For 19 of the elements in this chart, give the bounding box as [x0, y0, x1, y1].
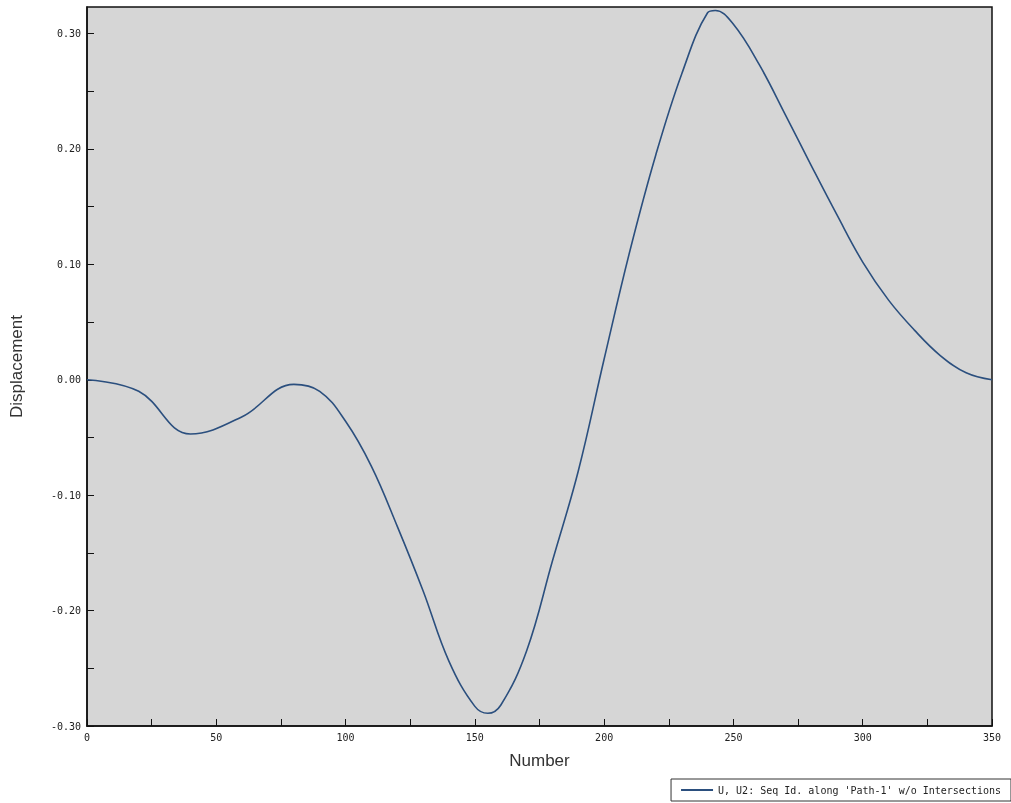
y-tick-label: -0.30 — [50, 720, 81, 732]
x-axis-title: Number — [509, 751, 571, 770]
y-tick-label: 0.10 — [56, 258, 81, 270]
x-tick-label: 350 — [982, 731, 1002, 743]
y-tick-label: -0.10 — [50, 489, 81, 501]
y-axis-title: Displacement — [7, 314, 26, 418]
x-tick-label: 250 — [724, 731, 743, 743]
y-tick-label: 0.20 — [56, 143, 81, 155]
line-series — [86, 9, 993, 715]
x-tick-label: 50 — [210, 731, 223, 743]
x-tick-label: 0 — [83, 731, 91, 743]
y-tick-label: 0.30 — [56, 28, 81, 40]
y-tick-label: -0.20 — [50, 605, 81, 617]
x-tick-label: 300 — [853, 731, 872, 743]
x-tick-label: 150 — [465, 731, 484, 743]
y-tick-label: 0.00 — [56, 374, 81, 386]
x-tick-label: 100 — [336, 731, 355, 743]
legend-label: U, U2: Seq Id. along 'Path-1' w/o Intersections — [718, 784, 1001, 796]
x-tick-label: 200 — [595, 731, 614, 743]
